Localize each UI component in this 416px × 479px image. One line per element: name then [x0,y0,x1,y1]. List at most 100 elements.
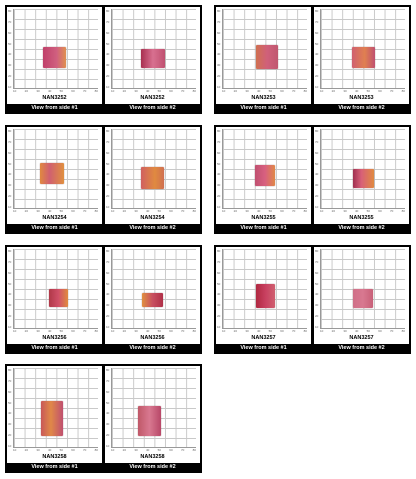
y-tick-label: 50 [217,161,221,166]
y-tick-label: 20 [315,314,319,319]
y-tick-label: 70 [106,139,110,144]
y-tick-label: 70 [8,19,12,24]
item-code: NAN3257 [251,335,276,341]
y-tick-label: 40 [8,292,12,297]
y-tick-label: 70 [8,378,12,383]
view-panel: 80 70 60 50 40 30 20 10 10 20 30 40 50 60 70 80 NAN325… [314,247,409,352]
x-tick-label: 20 [122,89,126,93]
y-tick-label: 30 [106,303,110,308]
x-tick-label: 80 [192,329,196,333]
y-tick-label: 80 [315,129,319,133]
view-panel: 80 70 60 50 40 30 20 10 10 20 30 40 50 60 70 80 NAN325… [105,366,200,471]
view-label: View from side #1 [216,224,311,232]
x-tick-label: 50 [366,329,370,333]
x-tick-label: 10 [320,89,324,93]
x-ticks: 10 20 30 40 50 60 70 80 [320,89,405,93]
y-tick-label: 10 [315,324,319,329]
x-tick-label: 60 [378,209,382,213]
x-tick-label: 50 [157,209,161,213]
y-tick-label: 80 [217,249,221,253]
x-tick-label: 30 [245,209,249,213]
y-tick-label: 70 [8,259,12,264]
y-tick-label: 30 [106,63,110,68]
y-tick-label: 10 [217,84,221,89]
x-tick-label: 70 [389,89,394,93]
y-tick-label: 80 [106,9,110,13]
y-tick-label: 10 [106,324,110,329]
x-tick-label: 70 [82,209,87,213]
y-tick-label: 70 [315,259,319,264]
view-panel: 80 70 60 50 40 30 20 10 10 20 30 40 50 60 70 80 NAN325… [216,127,311,232]
y-tick-label: 60 [106,270,110,275]
x-tick-label: 80 [192,209,196,213]
y-ticks: 80 70 60 50 40 30 20 10 [217,129,221,209]
x-tick-label: 10 [111,448,115,452]
x-tick-label: 80 [303,89,307,93]
item-code: NAN3256 [140,335,165,341]
y-ticks: 80 70 60 50 40 30 20 10 [315,249,319,329]
y-tick-label: 30 [315,183,319,188]
x-tick-label: 60 [169,448,173,452]
x-tick-label: 60 [378,329,382,333]
x-tick-label: 10 [111,89,115,93]
y-tick-label: 70 [217,139,221,144]
y-tick-label: 50 [8,41,12,46]
y-tick-label: 30 [8,303,12,308]
x-tick-label: 30 [245,89,249,93]
view-panel: 80 70 60 50 40 30 20 10 10 20 30 40 50 60 70 80 NAN325… [105,7,200,112]
x-ticks: 10 20 30 40 50 60 70 80 [320,329,405,333]
y-tick-label: 60 [106,150,110,155]
y-tick-label: 10 [8,204,12,209]
x-tick-label: 60 [71,329,75,333]
y-tick-label: 60 [217,30,221,35]
y-tick-label: 20 [8,433,12,438]
y-tick-label: 20 [217,314,221,319]
x-tick-label: 50 [268,89,272,93]
y-tick-label: 10 [8,324,12,329]
x-tick-label: 60 [280,209,284,213]
item-code: NAN3255 [251,215,276,221]
item-code: NAN3257 [349,335,374,341]
x-tick-label: 40 [47,209,52,213]
x-tick-label: 40 [145,89,150,93]
x-tick-label: 30 [36,209,40,213]
measure-grid [111,249,196,329]
y-tick-label: 30 [217,303,221,308]
y-tick-label: 60 [8,30,12,35]
y-tick-label: 10 [106,204,110,209]
y-tick-label: 30 [217,63,221,68]
y-tick-label: 10 [315,84,319,89]
y-tick-label: 60 [8,150,12,155]
view-panel: 80 70 60 50 40 30 20 10 10 20 30 40 50 60 70 80 NAN325… [314,127,409,232]
x-tick-label: 60 [169,89,173,93]
y-tick-label: 30 [8,422,12,427]
x-tick-label: 30 [36,448,40,452]
x-tick-label: 30 [134,329,138,333]
x-tick-label: 70 [389,329,394,333]
x-ticks: 10 20 30 40 50 60 70 80 [111,448,196,452]
y-tick-label: 20 [8,314,12,319]
y-tick-label: 60 [217,270,221,275]
x-tick-label: 80 [303,209,307,213]
y-tick-label: 10 [315,204,319,209]
measure-grid [111,9,196,89]
view-panel: 80 70 60 50 40 30 20 10 10 20 30 40 50 60 70 80 NAN325… [216,7,311,112]
item-code: NAN3258 [140,454,165,460]
x-tick-label: 60 [71,448,75,452]
x-tick-label: 70 [291,89,296,93]
x-tick-label: 30 [36,329,40,333]
product-card: 80 70 60 50 40 30 20 10 10 20 30 40 50 60 70 80 NAN325… [214,125,411,234]
x-tick-label: 70 [291,209,296,213]
x-tick-label: 80 [303,329,307,333]
x-tick-label: 50 [366,209,370,213]
y-ticks: 80 70 60 50 40 30 20 10 [106,129,110,209]
view-label: View from side #2 [105,104,200,112]
item-code: NAN3252 [42,95,67,101]
y-tick-label: 50 [106,281,110,286]
x-tick-label: 40 [256,329,261,333]
view-label: View from side #2 [314,224,409,232]
product-card: 80 70 60 50 40 30 20 10 10 20 30 40 50 60 70 80 NAN325… [5,5,202,114]
y-tick-label: 40 [217,52,221,57]
measure-grid [320,129,405,209]
x-tick-label: 50 [157,448,161,452]
